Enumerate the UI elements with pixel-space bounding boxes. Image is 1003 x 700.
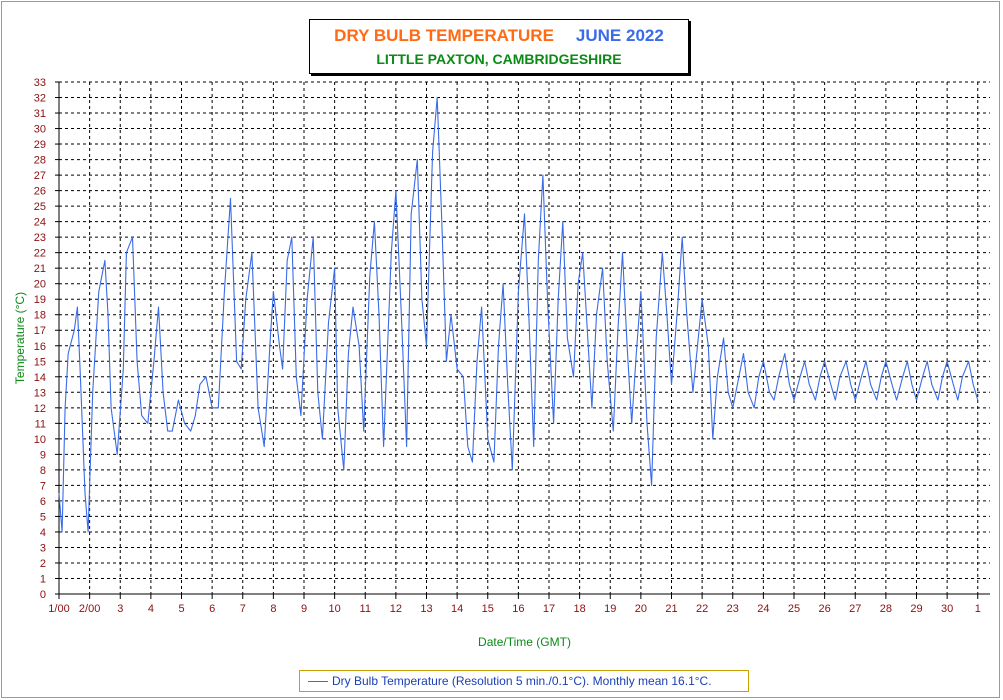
y-tick-label: 16 [34, 341, 46, 353]
x-tick-label: 15 [482, 603, 494, 615]
x-tick-label: 19 [604, 603, 616, 615]
legend: Dry Bulb Temperature (Resolution 5 min./… [299, 670, 749, 692]
x-tick-label: 23 [727, 603, 739, 615]
y-tick-label: 24 [34, 217, 46, 229]
x-tick-label: 17 [543, 603, 555, 615]
x-tick-label: 28 [880, 603, 892, 615]
series-layer [58, 96, 979, 533]
y-tick-label: 4 [40, 527, 46, 539]
y-tick-label: 11 [35, 418, 46, 430]
x-tick-label: 29 [910, 603, 922, 615]
x-tick-label: 2/00 [79, 603, 100, 615]
y-tick-label: 19 [34, 294, 46, 306]
y-tick-label: 9 [40, 449, 46, 461]
y-tick-label: 27 [34, 170, 46, 182]
y-tick-label: 18 [34, 310, 46, 322]
x-tick-label: 12 [390, 603, 402, 615]
y-tick-label: 33 [34, 77, 46, 89]
x-tick-label: 7 [240, 603, 246, 615]
x-tick-label: 6 [209, 603, 215, 615]
y-tick-label: 17 [34, 325, 46, 337]
y-tick-label: 12 [34, 403, 46, 415]
x-tick-label: 20 [635, 603, 647, 615]
y-tick-label: 23 [34, 232, 46, 244]
x-tick-label: 16 [512, 603, 524, 615]
x-tick-label: 10 [329, 603, 341, 615]
y-tick-label: 6 [40, 496, 46, 508]
y-tick-label: 32 [34, 93, 46, 105]
y-tick-label: 10 [34, 434, 46, 446]
y-tick-label: 0 [40, 589, 46, 601]
x-tick-label: 1/00 [48, 603, 69, 615]
y-tick-label: 8 [40, 465, 46, 477]
chart-title: DRY BULB TEMPERATURE JUNE 2022 [310, 26, 688, 46]
y-tick-label: 5 [40, 511, 46, 523]
legend-label: Dry Bulb Temperature (Resolution 5 min./… [332, 674, 712, 688]
chart-subtitle: LITTLE PAXTON, CAMBRIDGESHIRE [376, 51, 622, 67]
y-tick-label: 30 [34, 124, 46, 136]
title-main: DRY BULB TEMPERATURE [334, 26, 554, 45]
y-tick-label: 21 [34, 263, 46, 275]
x-tick-label: 14 [451, 603, 463, 615]
legend-swatch [308, 681, 328, 682]
y-tick-label: 2 [40, 558, 46, 570]
y-tick-label: 29 [34, 139, 46, 151]
y-tick-label: 1 [40, 573, 46, 585]
x-tick-labels: 1/00 2/00 3 4 5 6 7 8 9 10 11 12 13 14 15 16 17 18 19 20 21 2… [48, 594, 981, 615]
y-tick-label: 20 [34, 279, 46, 291]
x-tick-label: 25 [788, 603, 800, 615]
y-tick-label: 26 [34, 186, 46, 198]
y-axis-label: Temperature (°C) [13, 292, 27, 384]
x-tick-label: 18 [574, 603, 586, 615]
y-tick-label: 7 [40, 480, 46, 492]
y-tick-label: 31 [34, 108, 46, 120]
x-tick-label: 1 [975, 603, 981, 615]
x-tick-label: 5 [178, 603, 184, 615]
y-tick-label: 25 [34, 201, 46, 213]
y-tick-label: 28 [34, 155, 46, 167]
x-tick-label: 13 [420, 603, 432, 615]
grid [59, 81, 990, 594]
x-tick-label: 24 [757, 603, 769, 615]
y-tick-labels: 0123456789101112131415161718192021222324… [34, 77, 59, 601]
x-tick-label: 3 [117, 603, 123, 615]
chart-title-box: DRY BULB TEMPERATURE JUNE 2022 LITTLE PAX… [309, 19, 689, 74]
x-tick-label: 30 [941, 603, 953, 615]
x-tick-label: 8 [270, 603, 276, 615]
y-tick-label: 22 [34, 248, 46, 260]
x-axis-label: Date/Time (GMT) [478, 635, 571, 649]
x-tick-label: 21 [665, 603, 677, 615]
x-tick-label: 22 [696, 603, 708, 615]
x-tick-label: 26 [819, 603, 831, 615]
x-tick-label: 11 [360, 603, 371, 615]
x-tick-label: 9 [301, 603, 307, 615]
y-tick-label: 15 [34, 356, 46, 368]
y-tick-label: 3 [40, 542, 46, 554]
y-tick-label: 13 [34, 387, 46, 399]
y-tick-label: 14 [34, 372, 46, 384]
x-tick-label: 4 [148, 603, 154, 615]
x-tick-label: 27 [849, 603, 861, 615]
title-month: JUNE 2022 [575, 26, 664, 45]
axes [58, 82, 990, 595]
series-line-dry-bulb-temperature [58, 96, 979, 533]
